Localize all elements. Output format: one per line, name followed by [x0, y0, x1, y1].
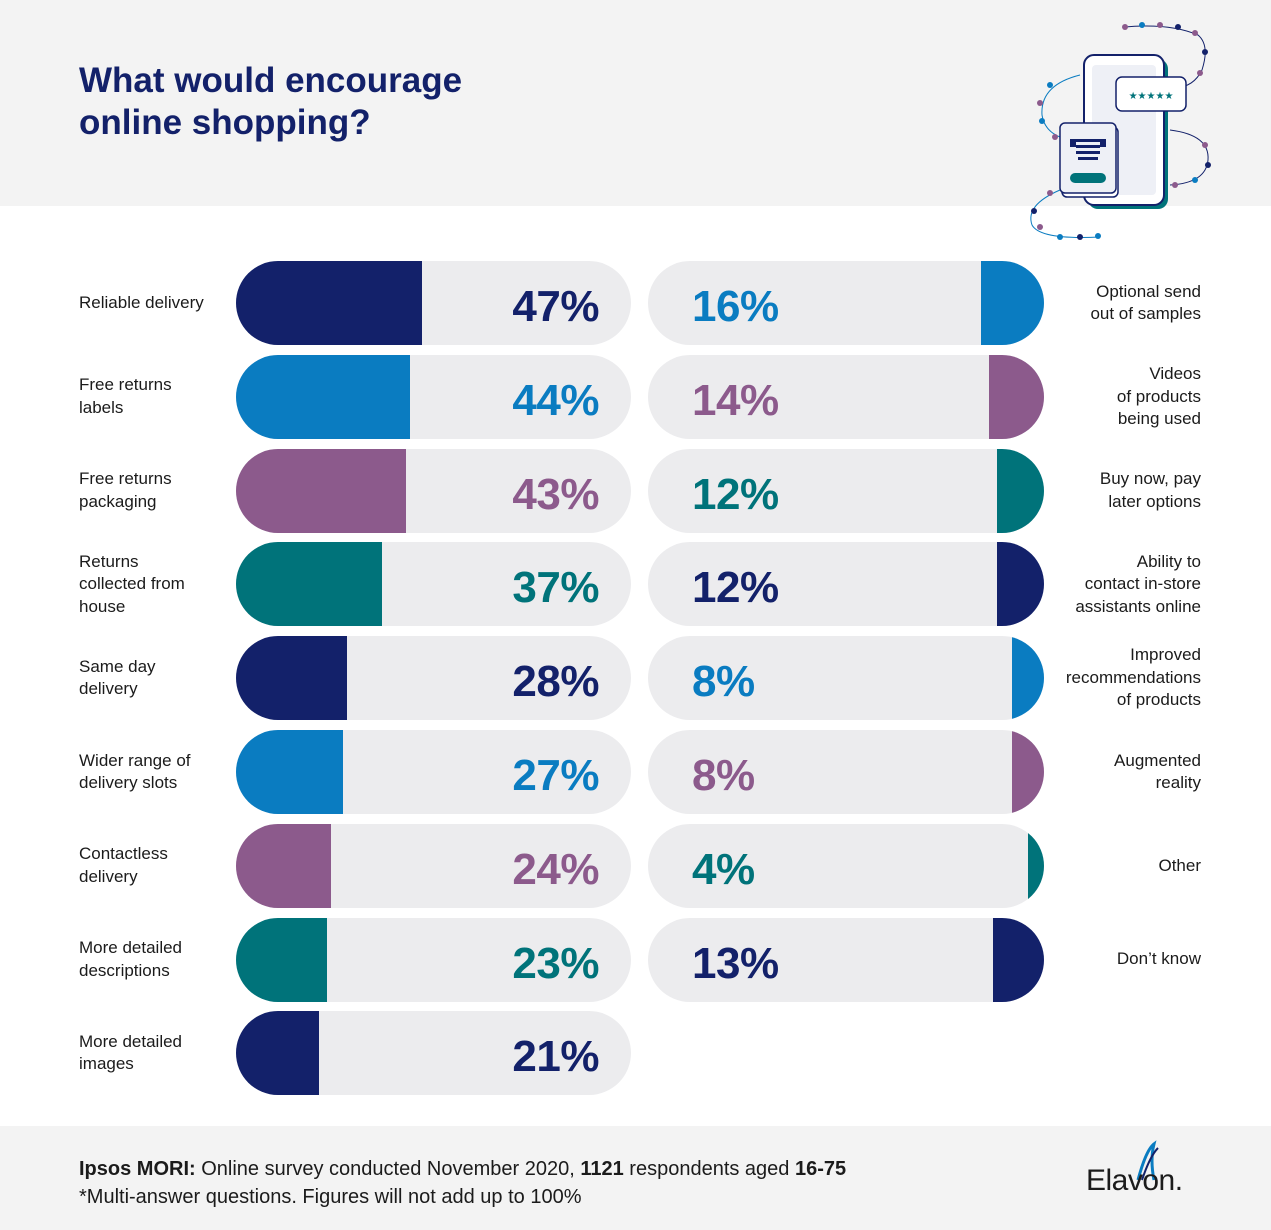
bar [981, 261, 1044, 345]
bar-track: 8% [648, 730, 1044, 814]
bar-value-label: 8% [692, 657, 755, 707]
category-label: Improved recommendations of products [1065, 645, 1201, 710]
source-text-1: Online survey conducted November 2020, [195, 1158, 581, 1180]
bar [1012, 636, 1044, 721]
bar [1012, 730, 1044, 814]
bar [989, 354, 1044, 439]
bar-value-label: 14% [692, 375, 779, 425]
bar-value-label: 47% [512, 282, 599, 331]
bar-track: 14% [648, 354, 1044, 439]
bar [236, 354, 410, 439]
category-label: Wider range of delivery slots [79, 750, 191, 793]
category-label: Contactless delivery [79, 844, 168, 886]
bar-value-label: 28% [512, 657, 599, 707]
bar-track: 28% [236, 636, 631, 721]
chart: 47% Reliable delivery 44% Free returns labe… [0, 206, 1271, 1126]
bar-value-label: 23% [512, 938, 599, 988]
bar-track: 27% [236, 730, 631, 814]
bar-value-label: 43% [512, 469, 599, 519]
bar-track: 43% [236, 448, 631, 533]
category-label: Other [1158, 855, 1201, 875]
bar-track: 44% [236, 354, 631, 439]
category-label: Videos of products being used [1116, 364, 1201, 429]
elavon-logo: Elavon. [1080, 1140, 1200, 1210]
bar [236, 448, 406, 533]
age-range: 16-75 [794, 1158, 847, 1180]
bar-track: 24% [236, 823, 631, 908]
logo-text: Elavon. [1086, 1164, 1183, 1197]
category-label: Augmented reality [1114, 750, 1201, 793]
bar-track: 21% [236, 1011, 631, 1096]
bar-value-label: 16% [692, 282, 779, 331]
bar [1028, 823, 1044, 908]
category-label: Optional send out of samples [1090, 281, 1201, 324]
bar-track: 47% [236, 261, 631, 345]
logo-swoosh-icon [1136, 1140, 1159, 1181]
bar [236, 730, 343, 814]
respondents-count: 1121 [580, 1158, 624, 1180]
phone-shopping-illustration: ★★★★★ [1030, 22, 1211, 240]
bar-track: 12% [648, 448, 1044, 533]
rating-card-icon [1115, 76, 1187, 112]
bar-track: 8% [648, 636, 1044, 721]
dots-icon [1031, 22, 1211, 240]
bar [236, 542, 382, 627]
bar-value-label: 24% [512, 844, 599, 894]
bar-value-label: 37% [512, 563, 599, 613]
category-label: Same day delivery [79, 656, 156, 699]
bar-track: 37% [236, 542, 631, 627]
category-label: More detailed images [79, 1031, 183, 1074]
bar-track: 4% [648, 823, 1044, 908]
bar [997, 448, 1044, 533]
source-label: Ipsos MORI: [79, 1158, 196, 1180]
bar-value-label: 21% [512, 1032, 599, 1082]
add-to-cart-icon [1070, 173, 1106, 183]
shirt-icon [1070, 139, 1106, 160]
bar [236, 636, 347, 721]
category-label: Buy now, pay later options [1099, 469, 1201, 511]
bar [236, 1011, 319, 1096]
category-label: Ability to contact in-store assistants o… [1075, 551, 1201, 616]
bar-value-label: 12% [692, 563, 779, 613]
category-label: Reliable delivery [79, 292, 204, 312]
bar-value-label: 12% [692, 469, 779, 519]
bar-track: 12% [648, 542, 1044, 627]
bar-track: 16% [648, 261, 1044, 345]
bar [993, 917, 1044, 1002]
bar [236, 261, 422, 345]
bar-value-label: 44% [512, 375, 599, 425]
bar [236, 917, 327, 1002]
header-band: What would encourage online shopping? [0, 0, 1271, 206]
bar-value-label: 4% [692, 844, 755, 894]
bar-value-label: 27% [512, 751, 599, 800]
footer [0, 1126, 1271, 1230]
bar-track: 13% [648, 917, 1044, 1002]
page-title: What would encourage online shopping? [79, 61, 463, 142]
bar-value-label: 8% [692, 751, 755, 800]
source-line: Ipsos MORI: Online survey conducted Nove… [79, 1158, 846, 1181]
bar [997, 542, 1044, 627]
category-label: Free returns labels [79, 375, 172, 417]
footnote: *Multi-answer questions. Figures will no… [79, 1186, 582, 1208]
category-label: Free returns packaging [79, 469, 172, 511]
bar-track: 23% [236, 917, 631, 1002]
category-label: Don’t know [1116, 949, 1201, 969]
category-label: More detailed descriptions [79, 938, 183, 980]
category-label: Returns collected from house [79, 551, 185, 616]
rating-stars: ★★★★★ [1129, 91, 1174, 102]
bar [236, 823, 331, 908]
bar-value-label: 13% [692, 938, 779, 988]
source-text-2: respondents aged [623, 1158, 795, 1180]
